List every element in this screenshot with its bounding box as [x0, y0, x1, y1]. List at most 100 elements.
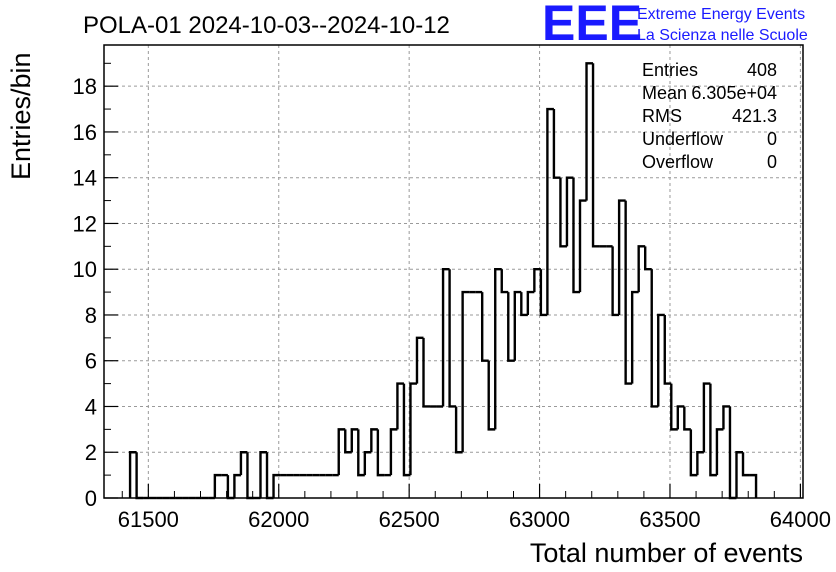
histogram-bin [350, 428, 359, 453]
stats-overflow-value: 0 [767, 152, 777, 172]
stats-box: Entries 408 Mean 6.305e+04 RMS 421.3 Und… [642, 60, 777, 172]
x-tick-label: 63500 [639, 507, 700, 532]
plot-frame [103, 44, 804, 499]
histogram-bin [591, 63, 600, 248]
x-tick-label: 62000 [248, 507, 309, 532]
histogram-bin [741, 452, 750, 477]
histogram-bin [272, 473, 281, 498]
grid-lines [104, 45, 803, 499]
histogram-bin [239, 451, 248, 476]
stats-rms-label: RMS [642, 106, 682, 126]
histogram-bin [546, 107, 554, 315]
chart-title: POLA-01 2024-10-03--2024-10-12 [83, 12, 450, 39]
y-tick-label: 12 [73, 211, 97, 236]
histogram-bin [696, 451, 704, 476]
histogram-bin [572, 177, 580, 294]
histogram-bin [344, 429, 352, 454]
histogram-bin [650, 269, 659, 408]
logo-line1: Extreme Energy Events [637, 6, 805, 23]
histogram-bin [657, 313, 665, 407]
histogram-bin [689, 429, 698, 477]
histogram-bin [441, 268, 450, 407]
histogram-bin [422, 337, 431, 408]
logo-line2: La Scienza nelle Scuole [637, 27, 808, 44]
histogram-bin [722, 405, 730, 430]
histogram-bin [749, 473, 758, 498]
histogram-bin [233, 473, 241, 498]
histogram-bin [617, 199, 626, 315]
stats-entries-value: 408 [747, 60, 777, 80]
stats-underflow-label: Underflow [642, 129, 724, 149]
histogram-bin [461, 290, 470, 453]
histogram-bin [389, 428, 398, 476]
y-tick-label: 10 [73, 257, 97, 282]
histogram-bin [494, 268, 502, 430]
histogram-bin [520, 292, 528, 317]
y-tick-label: 0 [85, 486, 97, 511]
x-tick-label: 64000 [770, 507, 831, 532]
histogram-bin [552, 109, 561, 179]
histogram-bin [670, 383, 678, 431]
histogram-bin [676, 405, 685, 430]
x-axis-title: Total number of events [530, 538, 803, 568]
stats-entries-label: Entries [642, 60, 698, 80]
axis-tick-labels: 61500 62000 62500 63000 63500 64000 0 2 4 6 8 10 12 1… [73, 74, 831, 532]
y-tick-label: 14 [73, 166, 97, 191]
histogram-bin [663, 314, 672, 385]
histogram-bin [585, 62, 594, 201]
x-tick-label: 63000 [509, 507, 570, 532]
y-tick-label: 6 [85, 349, 97, 374]
histogram-bin [363, 451, 372, 476]
x-tick-label: 61500 [118, 507, 179, 532]
stats-overflow-label: Overflow [642, 152, 714, 172]
y-tick-label: 16 [73, 120, 97, 145]
x-tick-label: 62500 [379, 507, 440, 532]
histogram-bin [565, 176, 574, 247]
histogram-bin [213, 473, 222, 498]
histogram-bin [480, 292, 489, 362]
histogram-bin [259, 451, 268, 498]
stats-rms-value: 421.3 [732, 106, 777, 126]
histogram-bin [624, 200, 633, 385]
histogram-bin [539, 269, 548, 317]
histogram-bin [637, 245, 646, 293]
histogram-bin [559, 177, 567, 248]
histogram-bin [128, 451, 137, 498]
histogram-bin [715, 428, 724, 476]
histogram-bin [533, 268, 541, 293]
eee-logo: EEE Extreme Energy Events La Scienza nel… [542, 0, 808, 51]
histogram-bin [611, 246, 620, 317]
histogram-bin [507, 292, 515, 362]
histogram-bin [415, 336, 424, 384]
y-tick-label: 18 [73, 74, 97, 99]
histogram-bin [448, 269, 457, 408]
histogram-bin [683, 406, 691, 431]
histogram-bin [402, 383, 411, 477]
axis-ticks [104, 62, 801, 499]
histogram-bin [337, 428, 346, 476]
y-tick-label: 4 [85, 394, 97, 419]
histogram-bin [357, 429, 365, 477]
histogram-bin [396, 382, 404, 430]
histogram-bin [644, 246, 652, 271]
histogram-bin [526, 290, 535, 315]
logo-mark: EEE [542, 0, 642, 51]
histogram-bin [409, 382, 417, 476]
stats-underflow-value: 0 [767, 129, 777, 149]
stats-mean-label: Mean [642, 83, 687, 103]
histogram-bin [370, 428, 378, 453]
histogram-bin [500, 269, 509, 294]
histogram-bin [454, 406, 463, 454]
y-tick-label: 8 [85, 303, 97, 328]
histogram-bin [702, 382, 711, 453]
histogram-bin [578, 199, 587, 293]
histogram-bin [735, 451, 744, 498]
histogram-bin [513, 290, 522, 361]
histogram-bin [487, 360, 496, 431]
histogram-bin [376, 429, 385, 477]
stats-mean-value: 6.305e+04 [691, 83, 777, 103]
histogram-bin [709, 383, 717, 477]
y-tick-label: 2 [85, 440, 97, 465]
histogram-bin [630, 290, 639, 384]
